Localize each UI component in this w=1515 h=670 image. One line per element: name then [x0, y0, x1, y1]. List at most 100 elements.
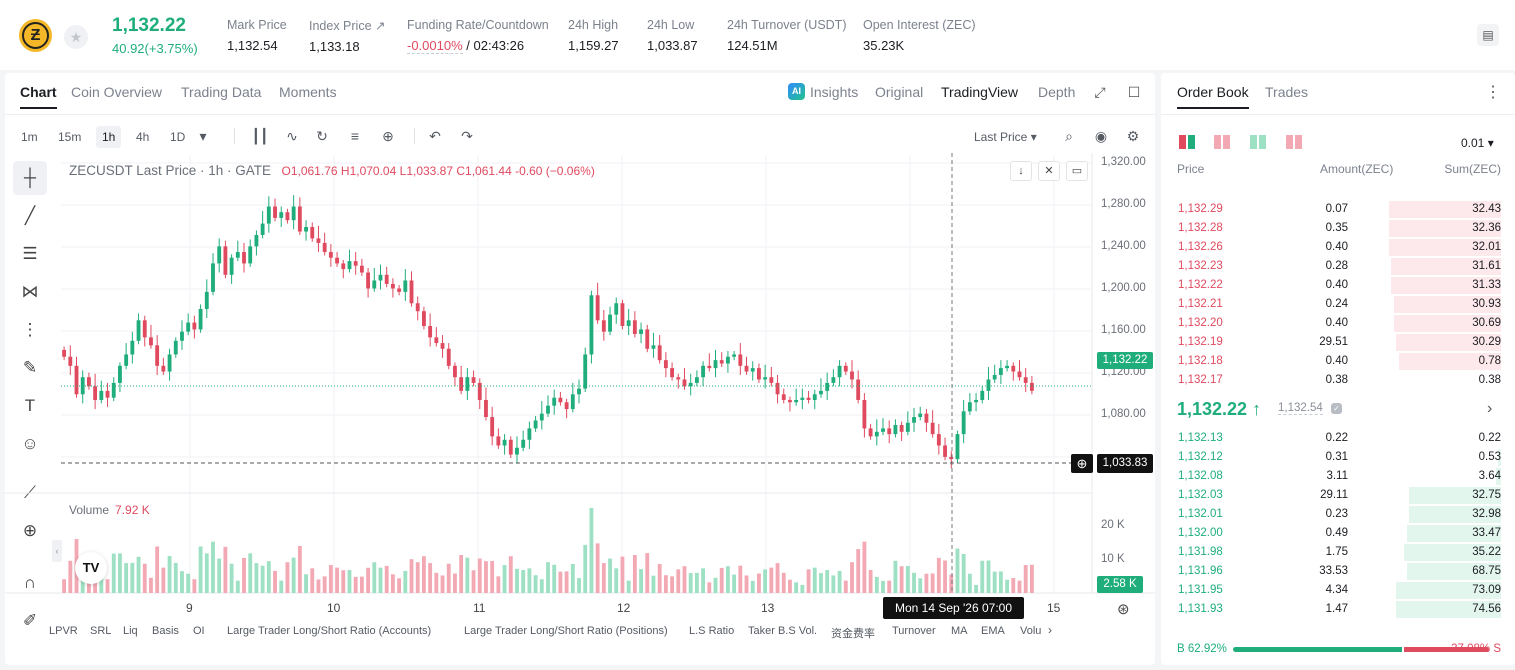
order-book-row[interactable]: 1,132.18 0.40 0.78: [1161, 352, 1515, 371]
brush-icon[interactable]: ✎: [22, 358, 38, 377]
gear-icon[interactable]: ⚙: [1126, 128, 1140, 144]
axis-settings-icon[interactable]: ⊛: [1117, 601, 1130, 618]
arrow-down-icon[interactable]: ↓: [1010, 161, 1032, 181]
indicator-4[interactable]: OI: [193, 625, 205, 637]
indicator-9[interactable]: 资金费率: [831, 628, 875, 640]
indicator-3[interactable]: Basis: [152, 625, 179, 637]
view-split-icon[interactable]: [1286, 135, 1302, 149]
order-book-row[interactable]: 1,132.21 0.24 30.93: [1161, 295, 1515, 314]
order-book-row[interactable]: 1,132.01 0.23 32.98: [1161, 505, 1515, 524]
indicator-12[interactable]: EMA: [981, 625, 1005, 637]
volume-bar: [229, 563, 234, 593]
order-book-row[interactable]: 1,132.23 0.28 31.61: [1161, 257, 1515, 276]
view-both-icon[interactable]: [1179, 135, 1195, 149]
candle-type-icon[interactable]: ┃┃: [251, 128, 269, 144]
tab-trades[interactable]: Trades: [1265, 84, 1309, 100]
favorite-star-icon[interactable]: ★: [64, 25, 88, 49]
indicator-2[interactable]: Liq: [123, 625, 138, 637]
tab-chart[interactable]: Chart: [20, 84, 57, 109]
order-book-row[interactable]: 1,131.98 1.75 35.22: [1161, 543, 1515, 562]
order-book-row[interactable]: 1,132.29 0.07 32.43: [1161, 200, 1515, 219]
replay-icon[interactable]: ↻: [316, 128, 328, 144]
timeframe-1h[interactable]: 1h: [96, 126, 122, 148]
volume-bar: [223, 546, 228, 593]
emoji-icon[interactable]: ☺: [21, 434, 39, 453]
tab-original[interactable]: Original: [875, 84, 924, 100]
stat-index-price[interactable]: Index Price ↗ 1,133.18: [309, 19, 386, 54]
order-book-row[interactable]: 1,132.03 29.11 32.75: [1161, 486, 1515, 505]
order-book-row[interactable]: 1,132.28 0.35 32.36: [1161, 219, 1515, 238]
camera-icon[interactable]: ◉: [1094, 128, 1108, 144]
timeframe-dropdown-icon[interactable]: ▾: [199, 128, 207, 144]
chevron-right-icon[interactable]: ›: [1487, 400, 1493, 417]
indicator-7[interactable]: L.S Ratio: [689, 625, 735, 637]
order-book-row[interactable]: 1,132.19 29.51 30.29: [1161, 333, 1515, 352]
trend-line-icon[interactable]: ╱: [24, 206, 36, 225]
collapse-toolbar-icon[interactable]: ‹: [52, 540, 62, 562]
order-book-row[interactable]: 1,131.93 1.47 74.56: [1161, 600, 1515, 619]
view-bids-icon[interactable]: [1250, 135, 1266, 149]
candle-body: [800, 397, 805, 400]
order-book-row[interactable]: 1,132.22 0.40 31.33: [1161, 276, 1515, 295]
order-book-row[interactable]: 1,132.08 3.11 3.64: [1161, 467, 1515, 486]
text-icon[interactable]: T: [24, 396, 36, 415]
order-book-row[interactable]: 1,131.96 33.53 68.75: [1161, 562, 1515, 581]
timeframe-15m[interactable]: 15m: [58, 130, 82, 144]
tab-coin-overview[interactable]: Coin Overview: [71, 84, 163, 100]
price-source-select[interactable]: Last Price ▾: [974, 130, 1037, 144]
order-book-row[interactable]: 1,132.00 0.49 33.47: [1161, 524, 1515, 543]
order-book-row[interactable]: 1,131.95 4.34 73.09: [1161, 581, 1515, 600]
order-book-row[interactable]: 1,132.20 0.40 30.69: [1161, 314, 1515, 333]
indicator-5[interactable]: Large Trader Long/Short Ratio (Accounts): [227, 625, 432, 637]
indicator-10[interactable]: Turnover: [892, 625, 936, 637]
order-book-row[interactable]: 1,132.26 0.40 32.01: [1161, 238, 1515, 257]
volume-bar: [967, 573, 972, 593]
tab-order-book[interactable]: Order Book: [1177, 84, 1249, 109]
candle-body: [657, 345, 662, 361]
order-book-row[interactable]: 1,132.17 0.38 0.38: [1161, 371, 1515, 390]
chevron-right-icon[interactable]: ›: [1048, 623, 1052, 637]
search-icon[interactable]: ⌕: [1065, 128, 1073, 144]
undo-icon[interactable]: ↶: [429, 128, 441, 144]
order-book-row[interactable]: 1,132.12 0.31 0.53: [1161, 448, 1515, 467]
maximize-icon[interactable]: ▭: [1066, 161, 1088, 181]
channel-icon[interactable]: ☰: [22, 244, 38, 263]
tab-moments[interactable]: Moments: [279, 84, 337, 100]
expand-icon[interactable]: ⤢: [1094, 84, 1106, 100]
timeframe-1d[interactable]: 1D: [170, 130, 186, 144]
indicator-11[interactable]: MA: [951, 625, 968, 637]
book-icon[interactable]: ▤: [1477, 24, 1499, 46]
crosshair-add-icon[interactable]: ⊕: [1071, 454, 1093, 473]
indicator-13[interactable]: Volu: [1020, 625, 1042, 637]
tab-depth[interactable]: Depth: [1038, 84, 1076, 100]
indicator-1[interactable]: SRL: [90, 625, 112, 637]
alert-add-icon[interactable]: ⊕: [382, 128, 394, 144]
tab-trading-data[interactable]: Trading Data: [181, 84, 262, 100]
crosshair-icon[interactable]: ┼: [13, 161, 47, 195]
candlestick-chart[interactable]: [5, 73, 1155, 665]
redo-icon[interactable]: ↷: [461, 128, 473, 144]
indicator-6[interactable]: Large Trader Long/Short Ratio (Positions…: [464, 625, 668, 637]
indicators-icon[interactable]: ∿: [286, 128, 298, 144]
view-asks-icon[interactable]: [1214, 135, 1230, 149]
precision-select[interactable]: 0.01 ▾: [1461, 136, 1494, 150]
volume-bar: [688, 573, 693, 593]
order-book-row[interactable]: 1,132.13 0.22 0.22: [1161, 429, 1515, 448]
window-icon[interactable]: ☐: [1127, 84, 1141, 100]
indicator-8[interactable]: Taker B.S Vol.: [748, 625, 818, 637]
tab-insights[interactable]: Insights: [810, 84, 859, 100]
collapse-icon[interactable]: ✕: [1038, 161, 1060, 181]
timeframe-4h[interactable]: 4h: [136, 130, 150, 144]
templates-icon[interactable]: ≡: [350, 128, 360, 144]
zoom-in-icon[interactable]: ⊕: [22, 521, 38, 540]
tab-tradingview[interactable]: TradingView: [941, 84, 1019, 100]
indicator-0[interactable]: LPVR: [49, 625, 78, 637]
timeframe-1m[interactable]: 1m: [21, 130, 38, 144]
pattern-icon[interactable]: ⋈: [21, 282, 39, 301]
volume-bar: [105, 579, 110, 593]
fib-icon[interactable]: ⋮: [21, 320, 39, 339]
more-icon[interactable]: ⋮: [1485, 84, 1501, 101]
magnet-icon[interactable]: ∩: [23, 573, 37, 592]
pencil-lock-icon[interactable]: ✐: [22, 611, 38, 630]
tradingview-logo[interactable]: TV: [75, 552, 107, 584]
